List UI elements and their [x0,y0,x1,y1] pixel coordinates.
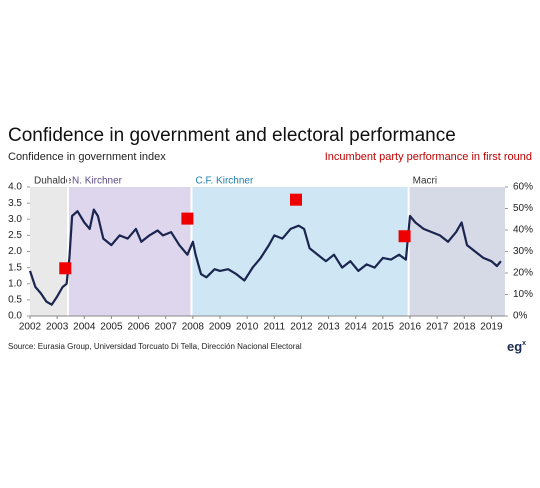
y-tick-label: 0.0 [8,311,22,322]
region [408,187,505,316]
y-tick-label: 2.5 [8,230,22,241]
logo: egx [507,339,526,354]
marker [398,230,411,243]
region [30,187,68,316]
x-tick-label: 2012 [290,322,313,333]
y2-tick-label: 40% [513,225,533,236]
marker [59,262,72,275]
x-tick-label: 2002 [19,322,42,333]
y-tick-label: 4.0 [8,182,22,193]
region [191,187,409,316]
y2-tick-label: 20% [513,268,533,279]
x-tick-label: 2010 [236,322,259,333]
x-tick-label: 2019 [480,322,503,333]
y-tick-label: 2.0 [8,246,22,257]
y2-tick-label: 0% [513,311,528,322]
y2-tick-label: 10% [513,289,533,300]
x-tick-label: 2006 [127,322,150,333]
x-tick-label: 2005 [100,322,123,333]
plot-area: Duhalde N. Kirchner C.F. Kirchner Macri 0.0 0… [8,173,533,333]
x-tick-label: 2011 [264,322,286,333]
y2-axis-title: Incumbent party performance in first rou… [325,151,532,163]
x-tick-label: 2004 [73,322,96,333]
y-tick-label: 3.0 [8,214,22,225]
y2-tick-label: 30% [513,246,533,257]
region-label: N. Kirchner [72,176,123,187]
chart-title: Confidence in government and electoral p… [8,125,456,146]
series-line [28,208,502,306]
region [68,187,192,316]
x-tick-label: 2007 [155,322,178,333]
x-tick-label: 2016 [399,322,422,333]
x-tick-label: 2008 [182,322,205,333]
region-label: Macri [413,176,437,187]
y-tick-label: 0.5 [8,295,22,306]
x-tick-label: 2014 [345,322,368,333]
x-tick-label: 2013 [317,322,340,333]
marker [290,193,302,206]
y-tick-label: 3.5 [8,198,22,209]
y-tick-label: 1.0 [8,278,22,289]
logo-sup: x [522,340,526,347]
x-tick-label: 2003 [46,322,69,333]
x-tick-label: 2015 [372,322,395,333]
source-note: Source: Eurasia Group, Universidad Torcu… [8,342,302,351]
y2-tick-label: 60% [513,182,533,193]
x-tick-label: 2017 [426,322,449,333]
y2-tick-label: 50% [513,203,533,214]
x-tick-label: 2018 [453,322,476,333]
x-tick-label: 2009 [209,322,232,333]
y-axis-title: Confidence in government index [8,151,166,163]
region-label: C.F. Kirchner [196,176,254,187]
marker [181,212,194,225]
y-tick-label: 1.5 [8,262,22,273]
region-label: Duhalde [34,176,72,187]
logo-text: eg [507,339,522,354]
